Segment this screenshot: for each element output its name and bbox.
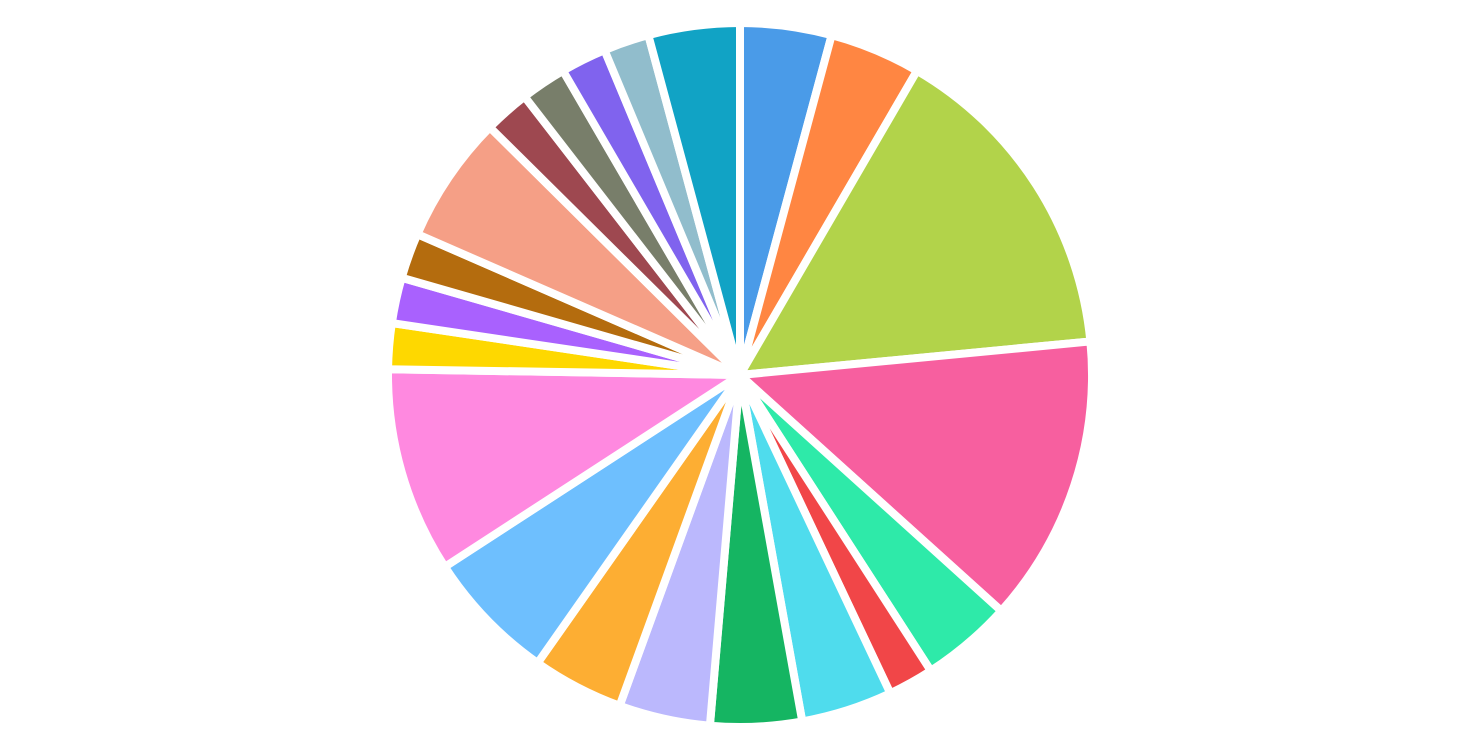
pie-slice-12 (384, 365, 744, 571)
pie-slice-21 (644, 19, 744, 379)
pie-slice-3 (736, 66, 1095, 379)
pie-slice-4 (736, 337, 1096, 615)
